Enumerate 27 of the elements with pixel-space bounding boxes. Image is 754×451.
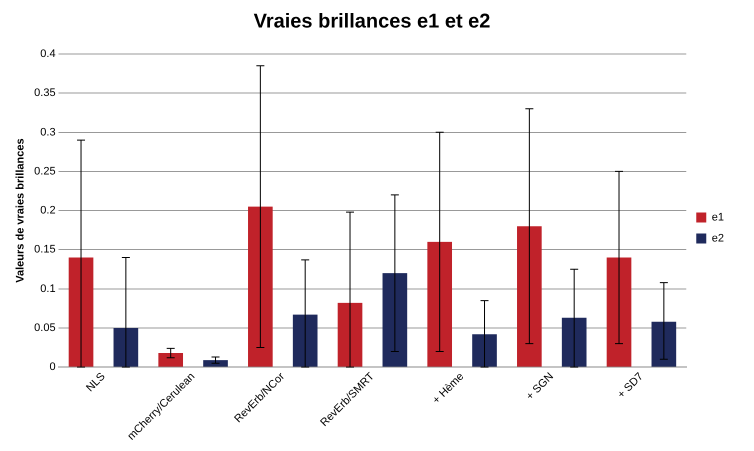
bar: [203, 360, 228, 367]
legend-label: e2: [712, 232, 724, 245]
bar: [68, 258, 94, 367]
y-tick-label: 0.25: [34, 165, 56, 178]
y-tick-label: 0.4: [40, 48, 56, 60]
y-tick-label: 0.3: [40, 126, 56, 138]
bar: [562, 318, 587, 367]
bar: [517, 226, 542, 367]
bar: [652, 322, 676, 367]
y-tick-label: 0.15: [34, 244, 56, 256]
y-tick-label: 0.1: [40, 282, 56, 295]
bar: [292, 314, 318, 367]
bar: [248, 206, 273, 367]
bar: [427, 242, 452, 367]
y-tick-label: 0.35: [34, 87, 56, 100]
y-tick-label: 0.05: [34, 322, 56, 334]
bar: [382, 273, 408, 367]
bar: [606, 258, 632, 367]
y-tick-label: 0: [49, 361, 56, 374]
y-tick-label: 0.2: [40, 204, 56, 217]
y-axis-title: Valeurs de vraies brillances: [14, 138, 27, 283]
bar: [338, 302, 362, 367]
legend-label: e1: [712, 212, 724, 224]
bar: [158, 353, 184, 367]
chart-title: Vraies brillances e1 et e2: [254, 10, 490, 33]
bar: [472, 334, 497, 367]
bar: [114, 328, 138, 367]
